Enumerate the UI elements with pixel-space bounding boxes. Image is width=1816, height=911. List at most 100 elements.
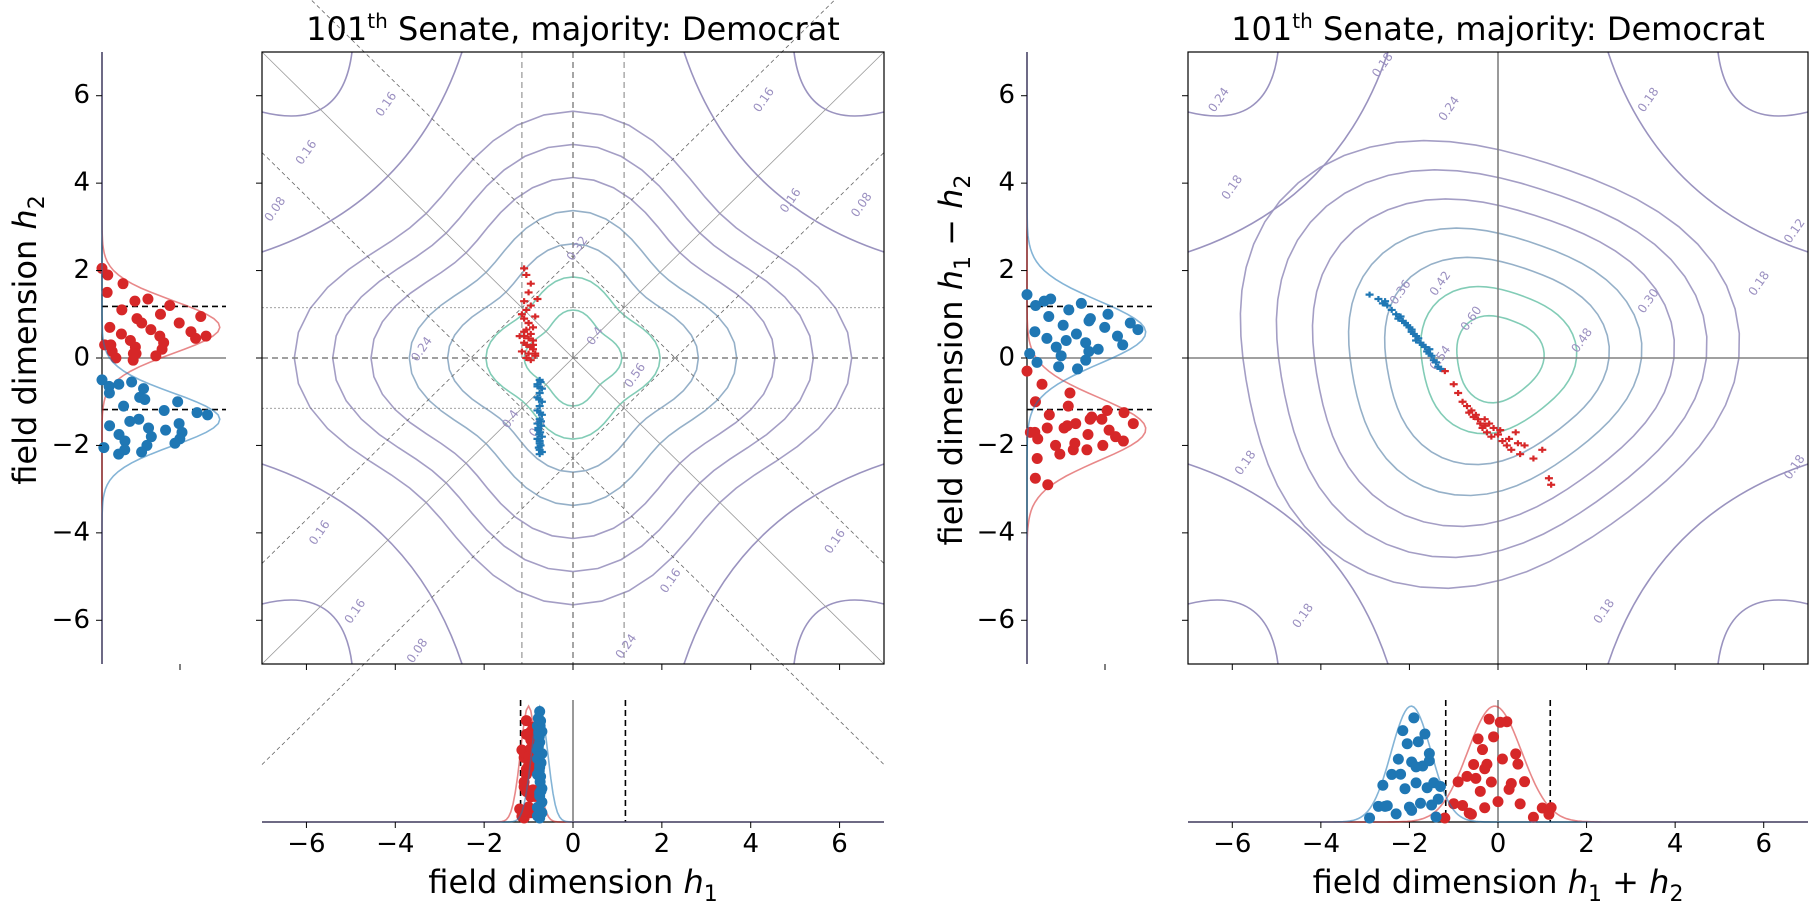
republican-marginal-point bbox=[1461, 770, 1473, 782]
democrat-marginal-point bbox=[145, 431, 157, 443]
contour-label: 0.24 bbox=[1205, 85, 1232, 115]
democrat-marginal-point bbox=[1024, 348, 1036, 360]
republican-marginal-point bbox=[1042, 479, 1054, 491]
contour-label: 0.24 bbox=[613, 631, 640, 661]
x-tick-label: −6 bbox=[287, 829, 325, 859]
republican-marginal-point bbox=[190, 332, 202, 344]
democrat-point bbox=[535, 389, 544, 396]
republican-marginal-point bbox=[142, 293, 154, 305]
y-tick-label: 4 bbox=[998, 168, 1015, 198]
contour-label: 0.18 bbox=[1289, 601, 1316, 631]
republican-marginal-point bbox=[1101, 404, 1113, 416]
contour-line bbox=[1347, 227, 1643, 497]
democrat-marginal-point bbox=[1406, 804, 1418, 816]
x-label-math: h bbox=[1568, 863, 1588, 901]
democrat-marginal-point bbox=[534, 759, 546, 771]
y-label-subscript: 1 bbox=[951, 256, 976, 270]
republican-marginal-point bbox=[1096, 413, 1108, 425]
democrat-marginal-point bbox=[202, 409, 214, 421]
democrat-marginal-point bbox=[104, 420, 116, 432]
democrat-point bbox=[1394, 315, 1403, 322]
democrat-marginal-point bbox=[1099, 321, 1111, 333]
title-number: 101 bbox=[1231, 10, 1292, 48]
contour-label: 0.16 bbox=[306, 518, 333, 548]
scatter-points bbox=[515, 265, 546, 458]
republican-point bbox=[1496, 427, 1505, 434]
republican-marginal-point bbox=[1081, 444, 1093, 456]
republican-marginal-point bbox=[1036, 378, 1048, 390]
democrat-marginal-point bbox=[143, 422, 155, 434]
democrat-point bbox=[1381, 298, 1390, 305]
contour-label: 0.16 bbox=[373, 89, 400, 119]
democrat-marginal-point bbox=[1084, 313, 1096, 325]
x-tick-label: 0 bbox=[565, 829, 582, 859]
x-label-math: h bbox=[1649, 863, 1669, 901]
x-label-text: field dimension bbox=[1313, 863, 1568, 901]
republican-point bbox=[1547, 481, 1556, 488]
republican-marginal-point bbox=[1452, 776, 1464, 788]
republican-marginal-point bbox=[1503, 783, 1515, 795]
republican-marginal-point bbox=[1439, 812, 1451, 824]
republican-marginal-point bbox=[1117, 435, 1129, 447]
republican-marginal-point bbox=[1543, 808, 1555, 820]
republican-point bbox=[1529, 455, 1538, 462]
republican-point bbox=[524, 320, 533, 327]
republican-point bbox=[1520, 442, 1529, 449]
republican-marginal-point bbox=[104, 321, 116, 333]
republican-point bbox=[1480, 422, 1489, 429]
republican-marginal-point bbox=[195, 310, 207, 322]
republican-marginal-point bbox=[1470, 772, 1482, 784]
contour-line bbox=[261, 51, 463, 253]
republican-marginal-point bbox=[1041, 422, 1053, 434]
x-label-subscript: 2 bbox=[1669, 882, 1683, 907]
y-axis-label: field dimension h2 bbox=[6, 195, 50, 484]
republican-point bbox=[520, 298, 529, 305]
democrat-point bbox=[533, 383, 542, 390]
democrat-marginal-point bbox=[1060, 335, 1072, 347]
x-tick-label: 2 bbox=[654, 829, 671, 859]
democrat-point bbox=[1383, 302, 1392, 309]
republican-marginal-point bbox=[115, 328, 127, 340]
y-tick-label: 4 bbox=[73, 168, 90, 198]
republican-marginal-point bbox=[1527, 811, 1539, 823]
democrat-point bbox=[1427, 352, 1436, 359]
republican-point bbox=[1476, 420, 1485, 427]
contour-line bbox=[1717, 599, 1809, 665]
democrat-point bbox=[1436, 365, 1445, 372]
contour-label: 0.18 bbox=[1781, 452, 1808, 482]
x-tick-label: 0 bbox=[1490, 829, 1507, 859]
democrat-marginal-point bbox=[1423, 747, 1435, 759]
democrat-marginal-point bbox=[1102, 308, 1114, 320]
democrat-point bbox=[1425, 346, 1434, 353]
republican-marginal-point bbox=[116, 304, 128, 316]
republican-point bbox=[520, 265, 529, 272]
democrat-marginal-point bbox=[1072, 363, 1084, 375]
republican-marginal-point bbox=[1064, 387, 1076, 399]
republican-marginal-point bbox=[1483, 713, 1495, 725]
republican-marginal-point bbox=[1062, 400, 1074, 412]
democrat-marginal-point bbox=[113, 378, 125, 390]
title-text: Senate, majority: Democrat bbox=[1313, 10, 1765, 48]
contour-label: 0.12 bbox=[1781, 216, 1808, 246]
republican-marginal-point bbox=[1514, 798, 1526, 810]
democrat-marginal-point bbox=[1041, 332, 1053, 344]
contour-line bbox=[793, 599, 885, 665]
democrat-marginal-point bbox=[1410, 761, 1422, 773]
title-superscript: th bbox=[367, 9, 388, 33]
chart-title: 101th Senate, majority: Democrat bbox=[1231, 9, 1765, 48]
democrat-marginal-point bbox=[119, 435, 131, 447]
republican-marginal-point bbox=[1127, 418, 1139, 430]
x-axis-label: field dimension h1 bbox=[428, 863, 717, 907]
bottom-marginal bbox=[1188, 700, 1808, 824]
y-label-subscript: 2 bbox=[25, 195, 50, 209]
x-tick-label: −2 bbox=[1390, 829, 1428, 859]
republican-marginal-point bbox=[102, 269, 114, 281]
title-text: Senate, majority: Democrat bbox=[388, 10, 840, 48]
republican-marginal-point bbox=[1492, 796, 1504, 808]
contour-line bbox=[261, 51, 353, 117]
democrat-marginal-point bbox=[1031, 356, 1043, 368]
democrat-marginal-point bbox=[1390, 808, 1402, 820]
contour-line bbox=[370, 176, 776, 540]
democrat-marginal-point bbox=[1124, 317, 1136, 329]
contour-label: 0.18 bbox=[1590, 596, 1617, 626]
